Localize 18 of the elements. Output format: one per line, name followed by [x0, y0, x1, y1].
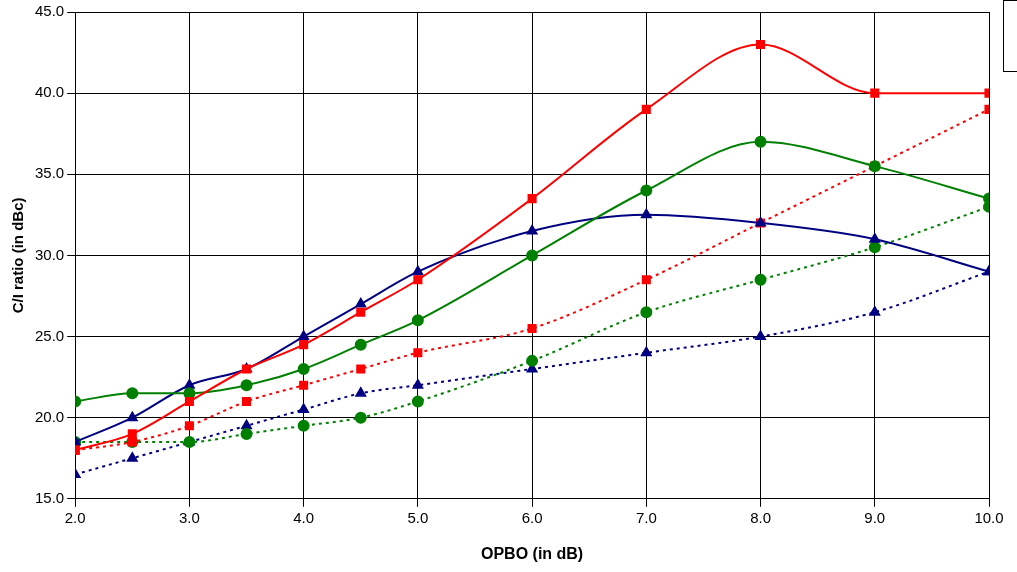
x-tick-label: 2.0	[64, 508, 86, 526]
x-tick-label: 5.0	[407, 508, 429, 526]
x-tick-label: 7.0	[635, 508, 657, 526]
y-tick-label: 30.0	[34, 245, 65, 263]
x-tick-label: 10.0	[974, 508, 1004, 526]
y-tick-label: 15.0	[34, 488, 65, 506]
y-tick-label: 45.0	[34, 2, 65, 20]
y-axis-title: C/I ratio (in dBc)	[9, 197, 27, 314]
y-tick-label: 35.0	[34, 164, 65, 182]
x-axis-title: OPBO (in dB)	[480, 544, 584, 562]
x-tick-label: 3.0	[178, 508, 200, 526]
x-tick-label: 9.0	[864, 508, 886, 526]
y-tick-label: 25.0	[34, 326, 65, 344]
x-tick-label: 8.0	[750, 508, 771, 526]
y-tick-label: 20.0	[34, 407, 65, 425]
x-tick-label: 4.0	[293, 508, 315, 526]
x-tick-label: 6.0	[521, 508, 543, 526]
y-tick-label: 40.0	[34, 83, 65, 101]
